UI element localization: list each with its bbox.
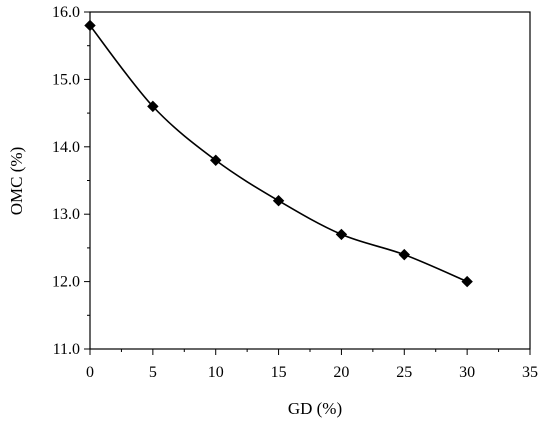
y-tick-label: 16.0 bbox=[52, 4, 80, 21]
y-tick-label: 15.0 bbox=[52, 71, 80, 88]
data-point-marker bbox=[272, 195, 285, 207]
x-tick-label: 0 bbox=[86, 364, 94, 381]
x-axis-title: GD (%) bbox=[288, 399, 342, 418]
x-tick-label: 30 bbox=[459, 364, 475, 381]
y-tick-label: 12.0 bbox=[52, 274, 80, 291]
data-point-marker bbox=[461, 275, 473, 288]
data-point-marker bbox=[84, 19, 96, 32]
series-line bbox=[89, 24, 468, 283]
y-axis-title: OMC (%) bbox=[7, 147, 26, 215]
y-tick-label: 14.0 bbox=[52, 139, 80, 156]
x-tick-label: 5 bbox=[149, 364, 157, 381]
data-point-marker bbox=[210, 154, 222, 166]
data-point-marker bbox=[335, 228, 348, 241]
x-tick-label: 20 bbox=[333, 364, 349, 381]
plot-area-frame bbox=[89, 11, 531, 350]
y-tick-label: 11.0 bbox=[53, 341, 80, 358]
x-tick-label: 25 bbox=[396, 364, 412, 381]
data-point-marker bbox=[147, 100, 159, 113]
x-tick-label: 35 bbox=[522, 364, 538, 381]
x-tick-label: 15 bbox=[271, 364, 287, 381]
x-tick-label: 10 bbox=[208, 364, 224, 381]
data-point-marker bbox=[398, 248, 410, 261]
y-tick-label: 13.0 bbox=[52, 206, 80, 223]
